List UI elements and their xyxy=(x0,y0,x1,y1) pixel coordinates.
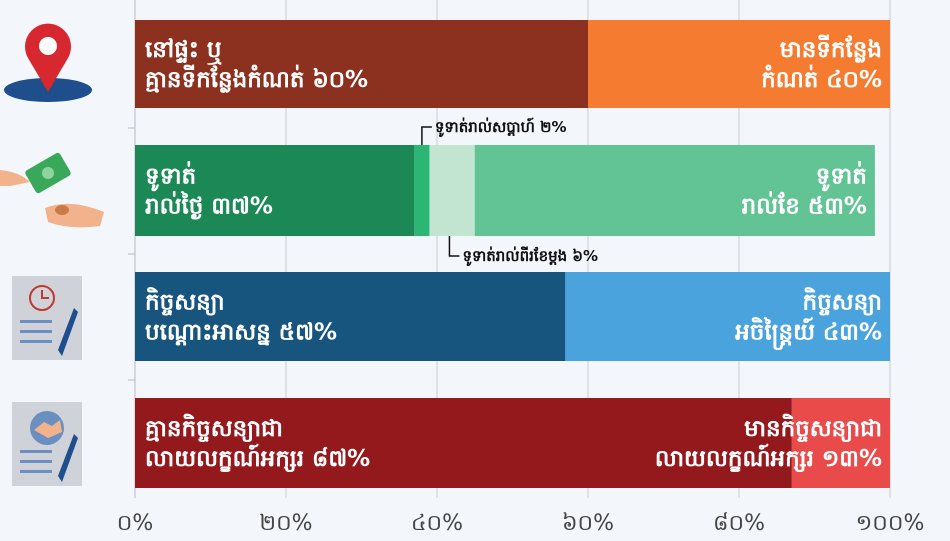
x-tick-label: ០% xyxy=(117,511,153,536)
segment-label: កំណត់ ៤០% xyxy=(761,64,882,93)
bar-segment xyxy=(414,145,430,236)
bar-segment xyxy=(474,145,875,236)
bar-segment xyxy=(135,272,566,361)
segment-label: គ្មានទីកន្លែងកំណត់ ៦០% xyxy=(145,64,368,93)
segment-label: នៅផ្ទះ ឬ xyxy=(145,37,222,65)
contract-icon xyxy=(12,276,82,360)
segment-label: រាល់ថ្ងៃ ៣៧% xyxy=(145,191,273,221)
segment-label: ទូទាត់ xyxy=(816,161,867,192)
segment-label: លាយលក្ខណ៍អក្សរ ១៣% xyxy=(655,443,882,473)
segment-label: កិច្ចសន្យា xyxy=(802,287,882,317)
x-tick-label: ៨០% xyxy=(713,511,765,536)
x-tick-label: ២០% xyxy=(259,511,312,536)
bar-segment xyxy=(565,272,890,361)
bar-segment xyxy=(429,145,475,236)
x-tick-label: ៤០% xyxy=(411,511,463,536)
x-tick-label: ១០០% xyxy=(856,511,925,536)
segment-label: មានកិច្ចសន្យាជា xyxy=(744,413,882,443)
bar-segment xyxy=(135,20,588,108)
callout-line xyxy=(448,236,460,257)
segment-label: បណ្តោះអាសន្ន ៥៧% xyxy=(145,320,337,347)
bar-segment xyxy=(791,398,890,488)
segment-label: កិច្ចសន្យា xyxy=(145,287,225,317)
callout-label: ទូទាត់រាល់សប្តាហ៍ ២% xyxy=(435,117,567,138)
bar-segment xyxy=(135,145,415,236)
x-tick-label: ៦០% xyxy=(562,511,614,536)
bar-segment xyxy=(135,398,792,488)
segment-label: លាយលក្ខណ៍អក្សរ ៨៧% xyxy=(145,443,370,473)
bar-segment xyxy=(588,20,890,108)
callout-label: ទូទាត់រាល់ពីរខែម្តង ៦% xyxy=(462,246,598,267)
segment-label: រាល់ខែ ៥៣% xyxy=(742,191,867,220)
segment-label: អចិន្ត្រៃយ៍ ៤៣% xyxy=(735,317,882,351)
callout-line xyxy=(421,126,432,145)
location-icon xyxy=(4,23,92,102)
segment-label: គ្មានកិច្ចសន្យាជា xyxy=(145,413,283,443)
payment-icon xyxy=(0,152,104,228)
segment-label: មានទីកន្លែង xyxy=(780,34,882,63)
agreement-icon xyxy=(12,402,82,486)
segment-label: ទូទាត់ xyxy=(145,161,196,192)
